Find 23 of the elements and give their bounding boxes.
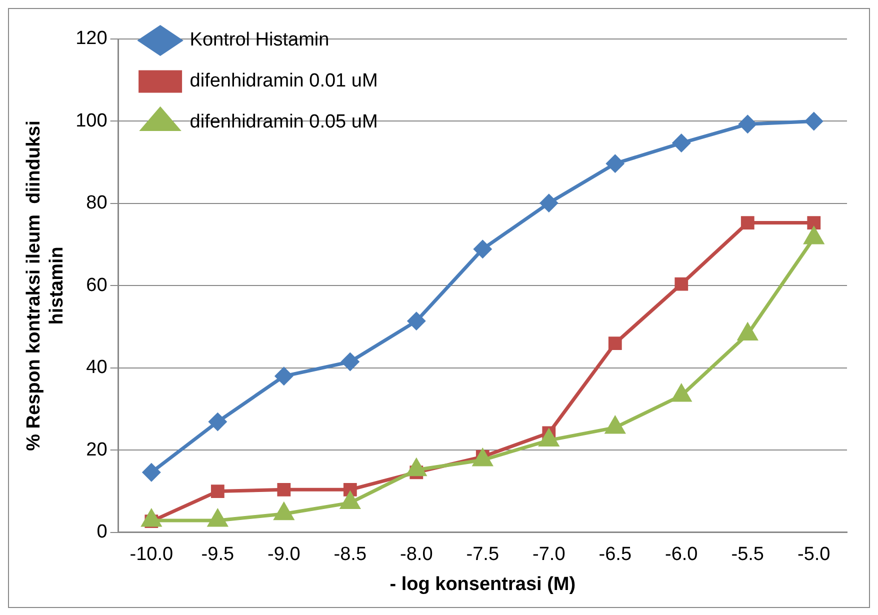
legend-label: Kontrol Histamin (190, 30, 330, 51)
y-tick-label: 100 (76, 110, 108, 132)
y-tick-label: 60 (86, 274, 108, 296)
y-tick-label: 0 (96, 522, 108, 543)
y-tick-label: 20 (86, 439, 108, 460)
x-tick-label: -5.0 (798, 544, 830, 566)
x-tick-label: -9.5 (201, 544, 234, 566)
y-tick-label: 120 (76, 28, 108, 50)
x-tick-label: -7.5 (466, 544, 500, 566)
y-tick-label: 40 (86, 357, 108, 378)
y-axis-title: % Respon kontraksi ileum diinduksi histamin (24, 120, 68, 451)
legend-label: difenhidramin 0.01 uM (190, 70, 378, 92)
x-tick-label: -6.5 (598, 544, 632, 566)
x-tick-label: -10.0 (130, 544, 174, 566)
x-tick-label: -5.5 (731, 544, 764, 566)
x-tick-label: -8.5 (334, 544, 367, 566)
legend-label: difenhidramin 0.05 uM (190, 112, 378, 133)
x-tick-label: -7.0 (532, 544, 566, 566)
x-tick-label: -6.0 (665, 544, 698, 566)
x-tick-label: -9.0 (268, 544, 300, 566)
x-axis-title: - log konsentrasi (M) (390, 574, 576, 595)
x-tick-label: -8.0 (400, 544, 433, 566)
y-tick-label: 80 (86, 192, 108, 214)
